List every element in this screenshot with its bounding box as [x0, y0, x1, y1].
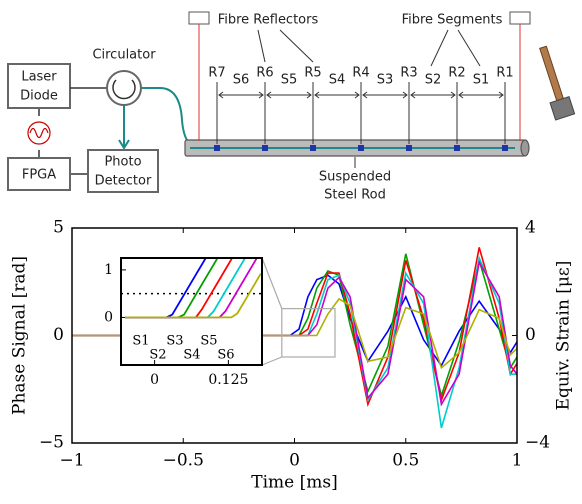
y2-tick-label: 4: [525, 218, 536, 238]
plot-frame: [71, 227, 518, 444]
pointer: [257, 29, 266, 63]
label: Fibre Segments: [402, 13, 503, 28]
reflector: [310, 145, 316, 151]
series-label: S3: [166, 334, 183, 349]
label: Photo: [104, 155, 141, 170]
y-axis-label: Phase Signal [rad]: [10, 256, 30, 415]
series-label: S5: [200, 334, 217, 349]
reflector-label: R3: [400, 66, 417, 81]
series-label: S2: [149, 348, 166, 363]
rod-end: [520, 139, 530, 157]
x-tick-label: 0: [289, 451, 300, 471]
reflector: [214, 145, 220, 151]
y-tick-label: 5: [53, 218, 64, 238]
reflector-label: R4: [352, 66, 369, 81]
y-tick-label: −5: [39, 433, 64, 453]
segment-arrow: [458, 91, 504, 99]
pointer: [279, 29, 314, 63]
y-tick-label: 0: [53, 325, 64, 345]
reflector-label: R6: [256, 66, 273, 81]
y-tick-label: 1: [104, 262, 113, 278]
hammer: [539, 45, 576, 121]
arrow-head: [118, 139, 130, 150]
pointer: [430, 29, 449, 67]
circulator: [106, 70, 142, 106]
reflector: [358, 145, 364, 151]
zoom-connector: [261, 356, 283, 366]
label: Detector: [95, 174, 152, 189]
fibre: [141, 87, 515, 149]
segment-label: S2: [425, 73, 442, 88]
label: Diode: [20, 89, 58, 104]
diagram: [7, 11, 576, 193]
label: Steel Rod: [324, 188, 386, 203]
reflector: [406, 145, 412, 151]
x-tick-label: 0: [150, 372, 159, 388]
segment-label: S1: [473, 73, 490, 88]
x-tick-label: 1: [512, 451, 523, 471]
detector-box: [87, 149, 159, 193]
y2-axis-label: Equiv. Strain [με]: [554, 261, 574, 411]
reflector-label: R2: [448, 66, 465, 81]
series-line: [125, 258, 207, 319]
segment-arrow: [218, 91, 264, 99]
mount: [188, 11, 210, 25]
segment-arrow: [266, 91, 312, 99]
segment-arrow: [362, 91, 408, 99]
segment-label: S6: [233, 73, 250, 88]
series-line: [125, 273, 262, 319]
sine: [29, 127, 49, 139]
x-tick-label: −0.5: [163, 451, 204, 471]
main-chart: −1 −0.5 0 0.5 1 −5 0 5 −4 0 4 Time [ms] Phase Signal…: [10, 218, 574, 493]
circulator-arrow: [112, 79, 136, 100]
y2-tick-label: 0: [525, 325, 536, 345]
x-tick-label: 0.125: [208, 372, 248, 388]
x-axis-label: Time [ms]: [251, 473, 337, 493]
label: Suspended: [319, 170, 391, 185]
signal-icon: [27, 121, 51, 145]
segment-label: S5: [281, 73, 298, 88]
zoom-box: [281, 308, 336, 358]
label: FPGA: [22, 168, 56, 183]
reflector: [502, 145, 508, 151]
mount: [509, 11, 531, 25]
reflector-label: R7: [208, 66, 225, 81]
y-tick-label: 0: [104, 309, 113, 325]
plot-frame: [120, 257, 263, 366]
zoom-connector: [261, 257, 283, 309]
label: Circulator: [92, 48, 156, 63]
segment-label: S4: [329, 73, 346, 88]
pointer: [457, 29, 481, 67]
reflector-label: R5: [304, 66, 321, 81]
reflector: [454, 145, 460, 151]
segment-arrow: [314, 91, 360, 99]
series-label: S4: [183, 348, 200, 363]
x-tick-label: −1: [59, 451, 84, 471]
label: Laser: [21, 70, 57, 85]
y2-tick-label: −4: [525, 433, 550, 453]
series-line: [72, 297, 517, 370]
segment-arrow: [410, 91, 456, 99]
segment-label: S3: [377, 73, 394, 88]
reflector-label: R1: [496, 66, 513, 81]
label: Fibre Reflectors: [218, 13, 319, 28]
series-label: S6: [217, 348, 234, 363]
reflector: [262, 145, 268, 151]
x-tick-label: 0.5: [392, 451, 419, 471]
series-label: S1: [132, 334, 149, 349]
